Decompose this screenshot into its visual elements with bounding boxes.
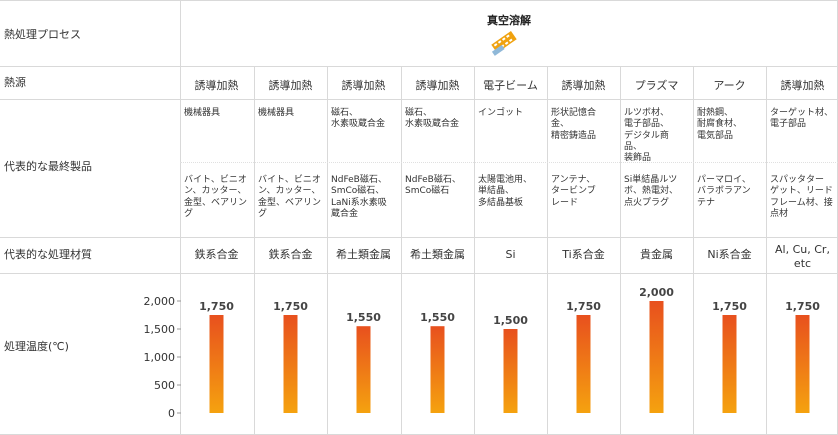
product-bottom-cell-7: Si単結晶ルツ ボ、熱電対、 点火プラグ xyxy=(624,175,679,208)
product-bottom-cell-2: バイト、ビニオ ン、カッター、 金型、ベアリング xyxy=(258,175,322,219)
material-cell-7: 貴金属 xyxy=(640,248,673,261)
product-top-cell-2: 機械器具 xyxy=(258,108,295,118)
material-cell-9: Al, Cu, Cr, etc xyxy=(775,243,830,271)
material-cell-5: Si xyxy=(505,248,516,261)
row-label-temperature: 処理温度(℃) xyxy=(4,340,69,353)
bar-4 xyxy=(430,326,445,413)
bar-value-label: 1,750 xyxy=(712,300,747,313)
product-bottom-cell-3: NdFeB磁石、 SmCo磁石、 LaNi系水素吸 蔵合金 xyxy=(331,175,387,219)
bar-3 xyxy=(356,326,371,413)
row-label-products: 代表的な最終製品 xyxy=(4,160,92,173)
bar-value-label: 1,750 xyxy=(273,300,308,313)
y-tick-label: 500 xyxy=(154,379,175,392)
material-cell-8: Ni系合金 xyxy=(707,248,752,261)
product-top-cell-6: 形状記憶合 金、 精密鋳造品 xyxy=(551,108,597,141)
heat-source-cell-3: 誘導加熱 xyxy=(341,79,386,92)
product-bottom-cell-1: バイト、ビニオ ン、カッター、 金型、ベアリング xyxy=(184,175,248,219)
material-cell-1: 鉄系合金 xyxy=(194,248,239,261)
bar-2 xyxy=(283,315,298,413)
heat-source-cell-6: 誘導加熱 xyxy=(561,79,606,92)
product-top-cell-3: 磁石、 水素吸蔵合金 xyxy=(331,108,386,130)
y-tick-label: 0 xyxy=(168,407,175,420)
heat-source-cell-8: アーク xyxy=(713,79,746,92)
bar-6 xyxy=(576,315,591,413)
product-bottom-cell-8: パーマロイ、 バラボラアン テナ xyxy=(697,175,751,208)
bar-value-label: 1,550 xyxy=(346,311,381,324)
product-bottom-cell-5: 太陽電池用、 単結晶、 多結晶基板 xyxy=(478,175,533,208)
product-top-cell-9: ターゲット材、 電子部品 xyxy=(770,108,834,130)
bar-value-label: 1,500 xyxy=(493,314,528,327)
product-top-cell-8: 耐熱鋼、 耐腐食材、 電気部品 xyxy=(697,108,743,141)
film-strip-icon xyxy=(491,31,517,56)
heat-source-cell-1: 誘導加熱 xyxy=(194,79,239,92)
bar-9 xyxy=(795,315,810,413)
bar-7 xyxy=(649,301,664,413)
row-label-materials: 代表的な処理材質 xyxy=(4,248,92,261)
material-cell-4: 希土類金属 xyxy=(410,248,465,261)
bar-value-label: 1,750 xyxy=(785,300,820,313)
y-tick-label: 1,000 xyxy=(144,351,176,364)
bar-1 xyxy=(209,315,224,413)
bar-value-label: 1,750 xyxy=(199,300,234,313)
product-top-cell-4: 磁石、 水素吸蔵合金 xyxy=(405,108,460,130)
bar-value-label: 1,750 xyxy=(566,300,601,313)
material-cell-2: 鉄系合金 xyxy=(268,248,313,261)
product-top-cell-5: インゴット xyxy=(478,108,524,118)
row-label-process: 熱処理プロセス xyxy=(4,28,81,41)
material-cell-3: 希土類金属 xyxy=(336,248,391,261)
product-bottom-cell-9: スパッタター ゲット、リード フレーム材、接 点材 xyxy=(770,175,833,219)
product-top-cell-1: 機械器具 xyxy=(184,108,221,118)
bar-value-label: 1,550 xyxy=(420,311,455,324)
bar-8 xyxy=(722,315,737,413)
row-label-heat-source: 熱源 xyxy=(4,76,26,89)
heat-source-cell-5: 電子ビーム xyxy=(483,79,538,92)
product-top-cell-7: ルツボ材、 電子部品、 デジタル商 品、 装飾品 xyxy=(624,108,670,163)
bar-value-label: 2,000 xyxy=(639,286,674,299)
heat-source-cell-9: 誘導加熱 xyxy=(780,79,825,92)
heat-source-cell-7: プラズマ xyxy=(634,79,679,92)
process-title: 真空溶解 xyxy=(487,14,531,27)
heat-source-cell-2: 誘導加熱 xyxy=(268,79,313,92)
y-tick-label: 1,500 xyxy=(144,323,176,336)
y-tick-label: 2,000 xyxy=(144,295,176,308)
product-bottom-cell-6: アンテナ、 タービンブ レード xyxy=(551,175,596,208)
product-bottom-cell-4: NdFeB磁石、 SmCo磁石 xyxy=(405,175,461,197)
material-cell-6: Ti系合金 xyxy=(562,248,605,261)
heat-source-cell-4: 誘導加熱 xyxy=(415,79,460,92)
bar-5 xyxy=(503,329,518,413)
